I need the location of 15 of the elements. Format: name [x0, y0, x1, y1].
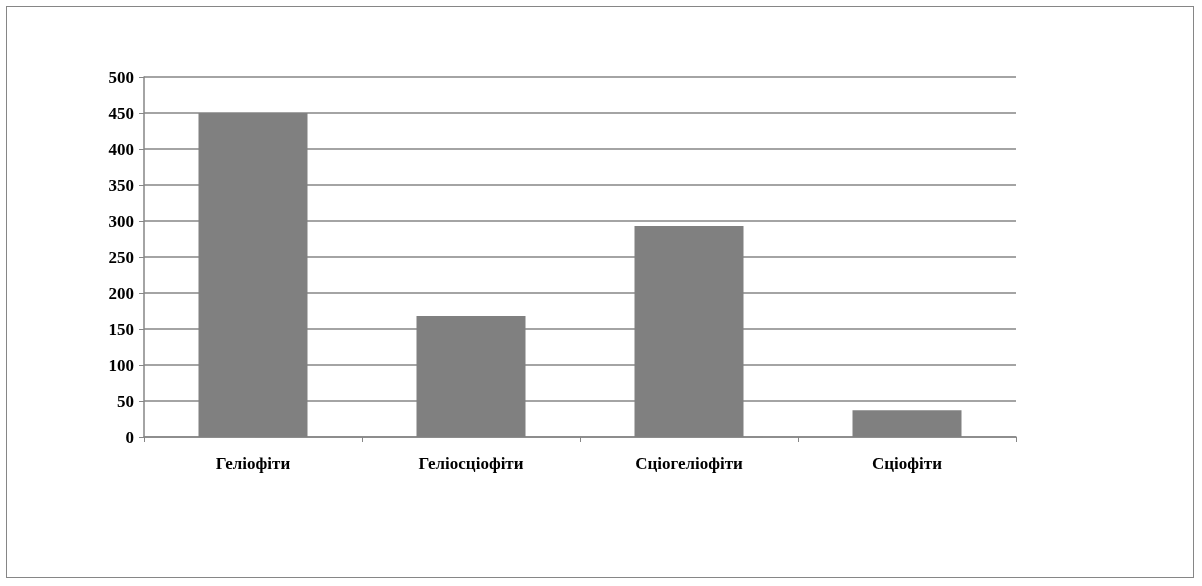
y-tick-label: 350	[108, 175, 134, 195]
y-tick-label: 100	[108, 355, 134, 375]
y-tick-label: 400	[108, 139, 134, 159]
y-tick-label: 500	[108, 67, 134, 87]
y-tick-label: 300	[108, 211, 134, 231]
y-tick-label: 50	[117, 391, 134, 411]
x-tick-label: Геліофіти	[215, 454, 291, 473]
y-tick-label: 200	[108, 283, 134, 303]
x-tick-label: Геліосціофіти	[418, 454, 524, 473]
y-tick-label: 450	[108, 103, 134, 123]
x-tick-label: Сціогеліофіти	[635, 454, 744, 473]
x-tick-label: Сціофіти	[872, 454, 943, 473]
y-tick-label: 0	[125, 427, 134, 447]
y-tick-label: 150	[108, 319, 134, 339]
y-tick-label: 250	[108, 247, 134, 267]
